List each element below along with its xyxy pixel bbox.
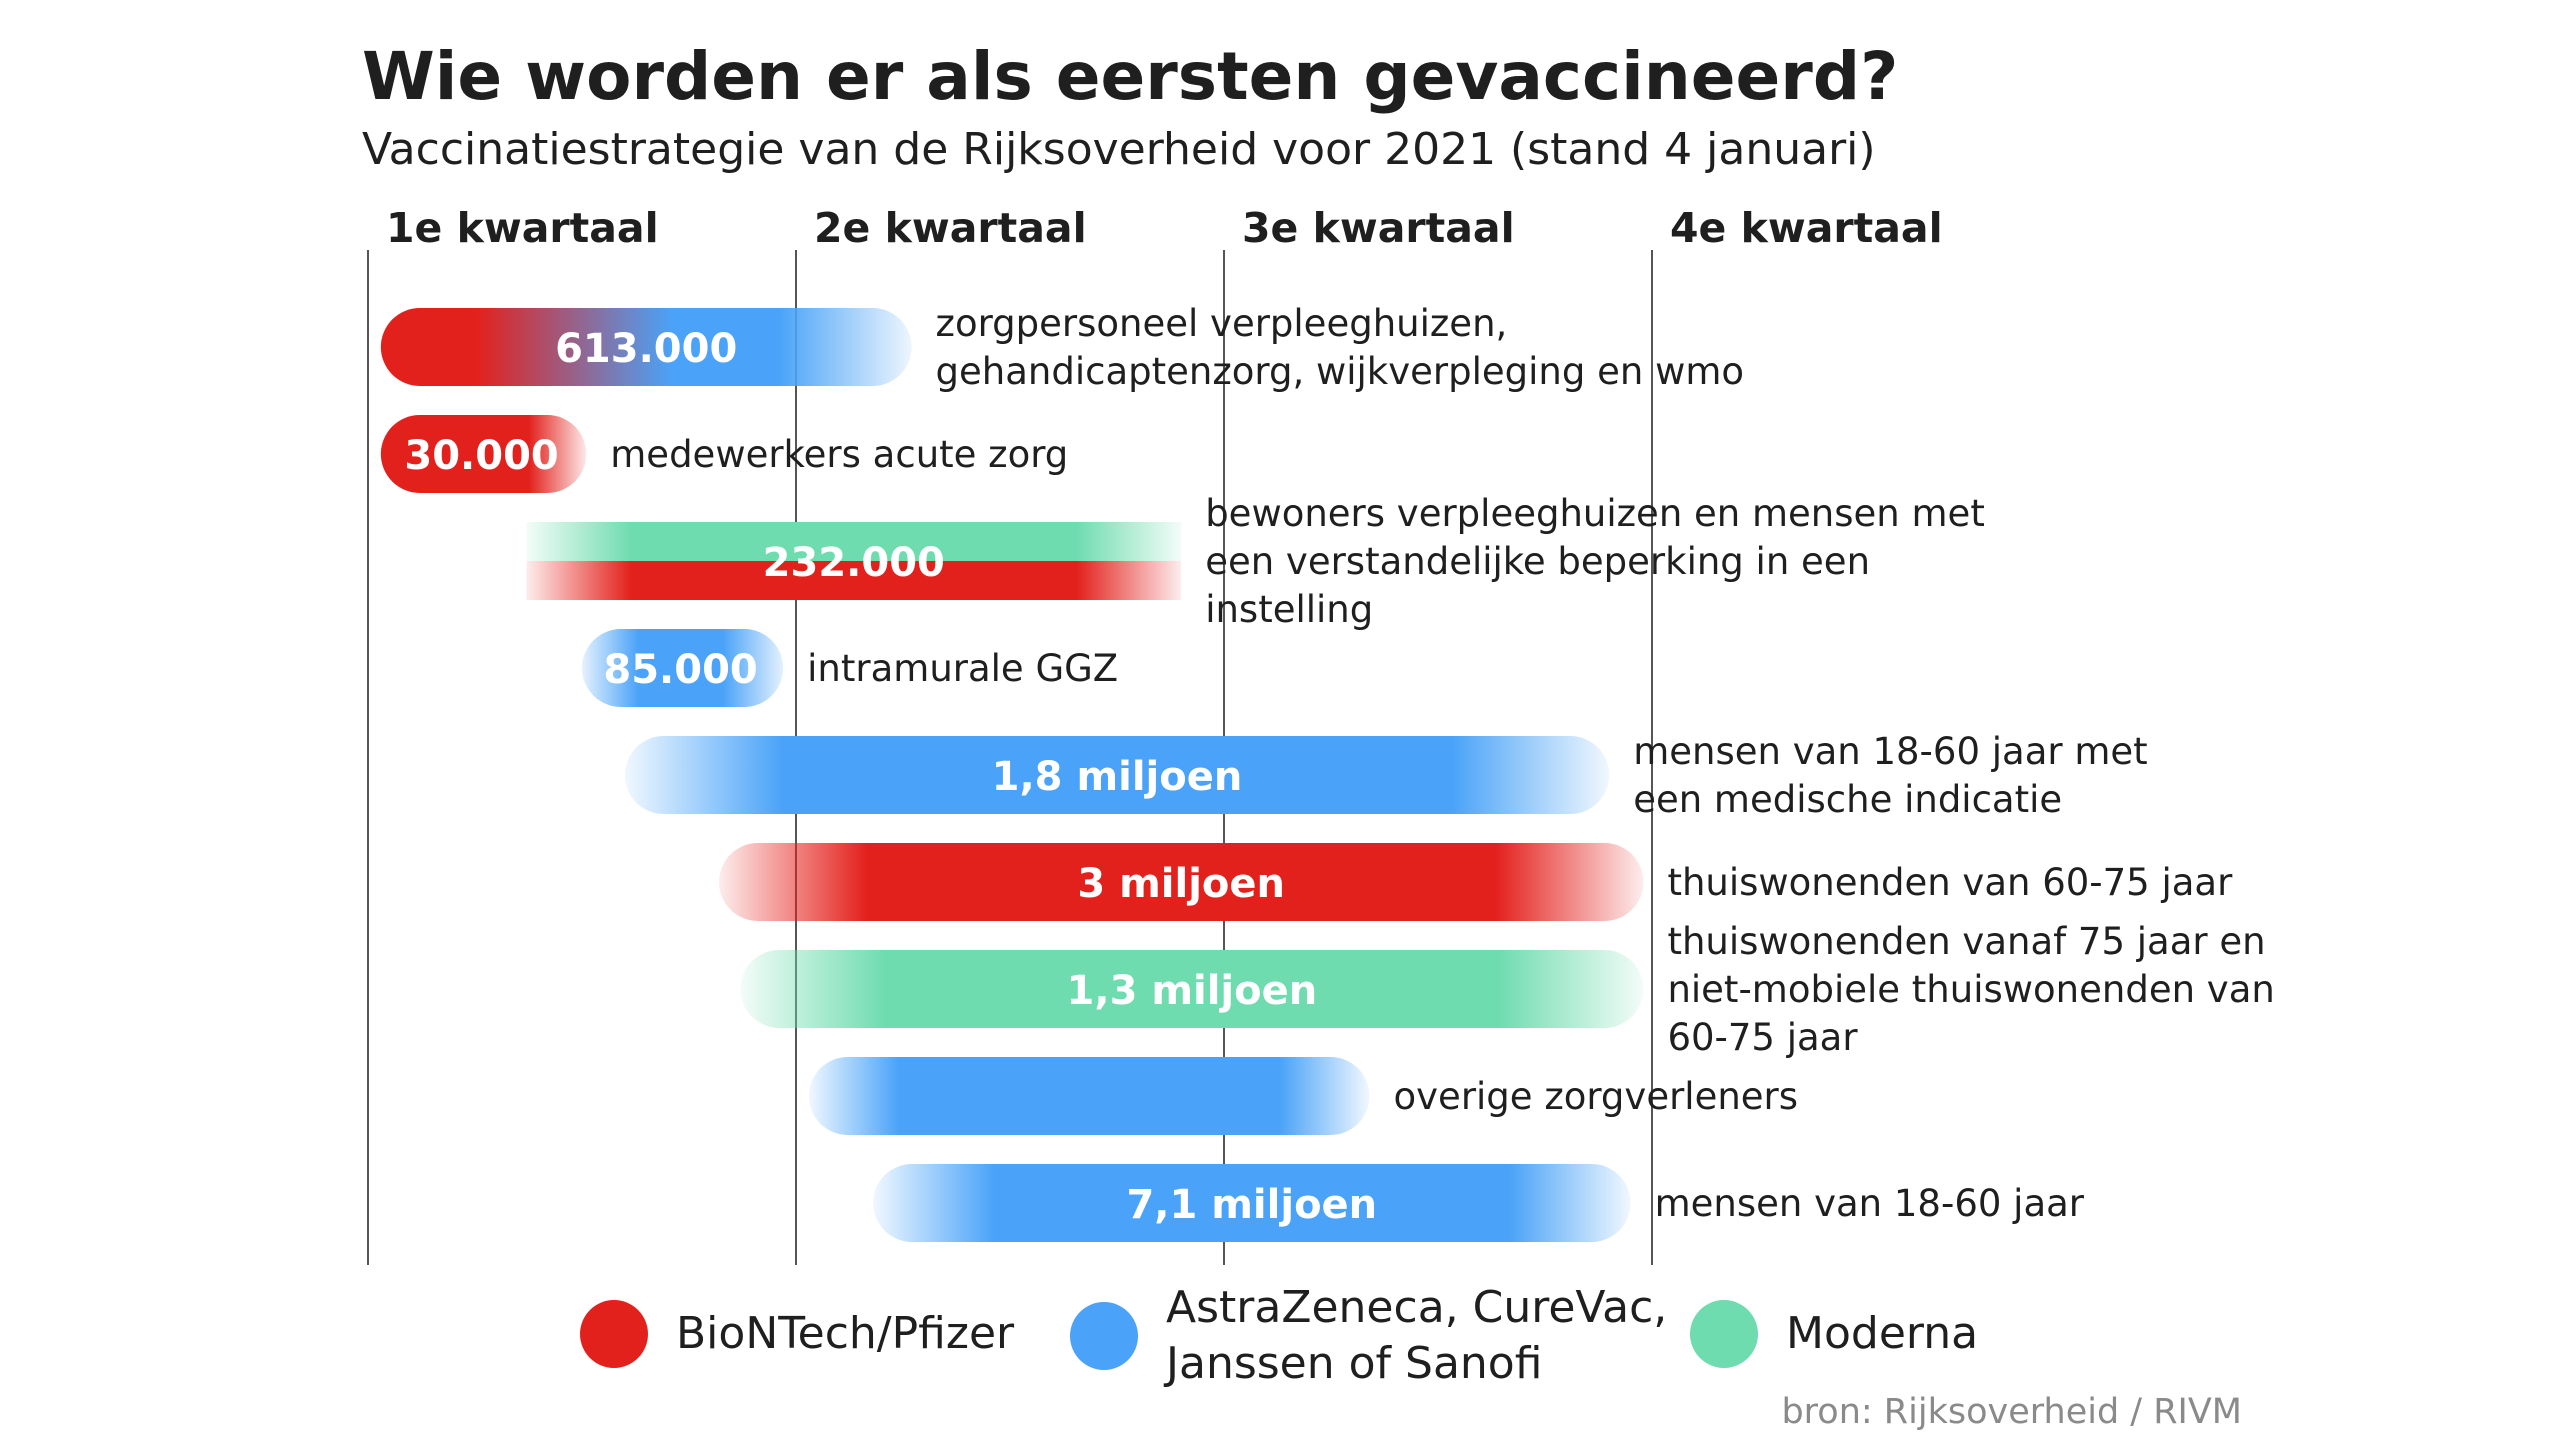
bar-description: thuiswonenden van 60-75 jaar [1667, 861, 2233, 904]
bar [808, 1057, 1370, 1135]
bar-group: 1,3 miljoen [740, 950, 1644, 1028]
bar-value-label: 30.000 [404, 433, 558, 479]
bar-group: 613.000 [380, 308, 912, 386]
bar-description: mensen van 18-60 jaar met een medische in… [1633, 730, 2147, 821]
source-note: bron: Rijksoverheid / RIVM [1781, 1392, 2242, 1432]
vaccination-timeline-chart: 1e kwartaal 2e kwartaal 3e kwartaal 4e kwar… [367, 204, 2275, 1265]
bar-description: bewoners verpleeghuizen en mensen met een… [1205, 492, 1985, 631]
legend-label-moderna: Moderna [1786, 1308, 1979, 1359]
bar [380, 415, 587, 493]
bar [380, 308, 912, 386]
legend-label-biontech: BioNTech/Pfizer [676, 1308, 1015, 1359]
legend-dot-astrazeneca [1070, 1302, 1138, 1370]
quarter-tick-label: 2e kwartaal [814, 204, 1087, 252]
bar-description: zorgpersoneel verpleeghuizen, gehandicapt… [936, 302, 1744, 393]
bar-value-label: 7,1 miljoen [1126, 1182, 1377, 1228]
bar-description: thuiswonenden vanaf 75 jaar en niet-mobie… [1667, 920, 2274, 1059]
legend-item-moderna: Moderna [1690, 1300, 1978, 1368]
bar-value-label: 3 miljoen [1077, 861, 1285, 907]
chart-subtitle: Vaccinatiestrategie van de Rijksoverheid… [362, 124, 1876, 175]
legend-label-astrazeneca: AstraZeneca, CureVac, Janssen of Sanofi [1166, 1282, 1668, 1389]
bar-value-label: 1,8 miljoen [992, 754, 1243, 800]
bar-group: 7,1 miljoen [873, 1164, 1631, 1242]
bar-value-label: 613.000 [555, 326, 737, 372]
bar-group: 1,8 miljoen [624, 736, 1610, 814]
quarter-tick-label: 1e kwartaal [386, 204, 659, 252]
bar-description: medewerkers acute zorg [610, 433, 1068, 476]
bar-description: overige zorgverleners [1394, 1075, 1799, 1118]
quarter-tick-label: 3e kwartaal [1242, 204, 1515, 252]
bar-segment [526, 561, 1182, 600]
bar-description: mensen van 18-60 jaar [1655, 1182, 2085, 1225]
bar-value-label: 232.000 [763, 540, 945, 586]
quarter-tick-label: 4e kwartaal [1670, 204, 1943, 252]
bar [740, 950, 1644, 1028]
bar-segment [526, 522, 1182, 561]
bar-description: intramurale GGZ [807, 647, 1118, 690]
chart-title: Wie worden er als eersten gevaccineerd? [362, 38, 1899, 115]
bar [582, 629, 784, 707]
bar-group: 30.000 [380, 415, 587, 493]
bar-group: 3 miljoen [718, 843, 1644, 921]
legend-item-biontech: BioNTech/Pfizer [580, 1300, 1014, 1368]
bar-value-label: 85.000 [603, 647, 757, 693]
bar [873, 1164, 1631, 1242]
legend-item-astrazeneca: AstraZeneca, CureVac, Janssen of Sanofi [1070, 1280, 1686, 1392]
bar-group: 85.000 [582, 629, 784, 707]
legend-dot-moderna [1690, 1300, 1758, 1368]
bar-group [808, 1057, 1370, 1135]
bar-value-label: 1,3 miljoen [1067, 968, 1318, 1014]
bar [624, 736, 1610, 814]
bar [718, 843, 1644, 921]
bar-group: 232.000 [526, 522, 1182, 600]
legend-dot-biontech [580, 1300, 648, 1368]
legend: BioNTech/Pfizer AstraZeneca, CureVac, Ja… [0, 1280, 2560, 1430]
